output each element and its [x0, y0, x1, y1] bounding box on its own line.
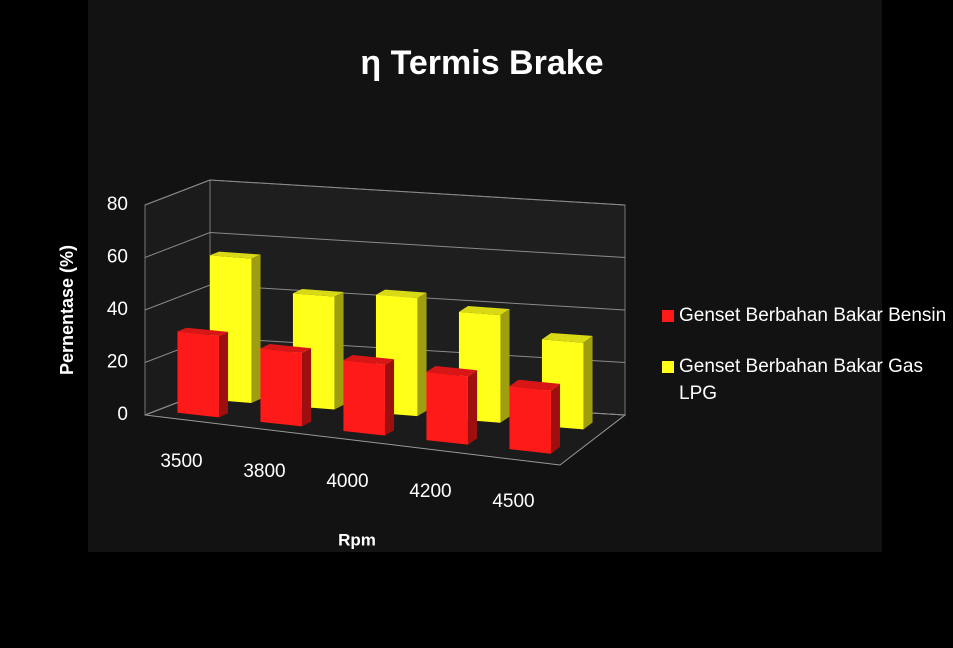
y-tick-label: 20 [107, 352, 128, 373]
bar-front [509, 386, 551, 454]
legend: Genset Berbahan Bakar Bensin Genset Berba… [662, 302, 947, 431]
bar-top [509, 379, 561, 391]
bar-top [426, 366, 478, 377]
bar [509, 379, 561, 454]
y-axis-label: Pernentase (%) [57, 245, 77, 375]
grid-line [144, 231, 626, 258]
legend-item: Genset Berbahan Bakar Gas LPG [662, 353, 947, 407]
x-tick-label: 3500 [160, 451, 202, 472]
x-tick-label: 4500 [492, 491, 534, 512]
chart-title: η Termis Brake [360, 44, 603, 82]
x-axis-label: Rpm [338, 530, 376, 549]
bar-top [343, 355, 395, 365]
bar-side [218, 331, 229, 418]
legend-swatch [662, 310, 674, 322]
bar-side [500, 309, 510, 423]
bar-front [343, 360, 385, 436]
bar-side [467, 370, 478, 445]
bar [343, 355, 395, 436]
bar-top [260, 344, 312, 353]
bar-top [177, 327, 229, 336]
x-tick-label: 4000 [326, 471, 368, 492]
bar-side [417, 292, 427, 417]
y-tick-label: 60 [107, 247, 128, 268]
x-tick-label: 3800 [243, 461, 285, 482]
bar-side [384, 359, 395, 436]
legend-label: Genset Berbahan Bakar Bensin [679, 305, 947, 326]
x-tick-label: 4200 [409, 481, 451, 502]
bar-side [301, 348, 312, 427]
bar [426, 366, 478, 445]
bar-side [550, 383, 561, 454]
bar-side [583, 335, 593, 430]
bar-top [209, 251, 261, 259]
bar-front [426, 371, 468, 445]
bar [375, 289, 427, 417]
bar [177, 327, 229, 418]
legend-label: Genset Berbahan Bakar Gas LPG [679, 356, 923, 404]
y-tick-label: 40 [107, 299, 128, 320]
legend-item: Genset Berbahan Bakar Bensin [662, 302, 947, 329]
bar-side [251, 254, 261, 403]
grid-line [144, 179, 626, 206]
bar-top [541, 332, 593, 343]
bar-top [458, 306, 510, 316]
bar-front [177, 331, 219, 418]
bar-side [334, 291, 344, 410]
bar-top [292, 289, 344, 297]
bar-front [260, 348, 302, 427]
legend-swatch [662, 361, 674, 373]
y-tick-label: 0 [117, 404, 128, 425]
y-tick-label: 80 [107, 194, 128, 215]
bar [260, 344, 312, 427]
bar-top [375, 289, 427, 299]
